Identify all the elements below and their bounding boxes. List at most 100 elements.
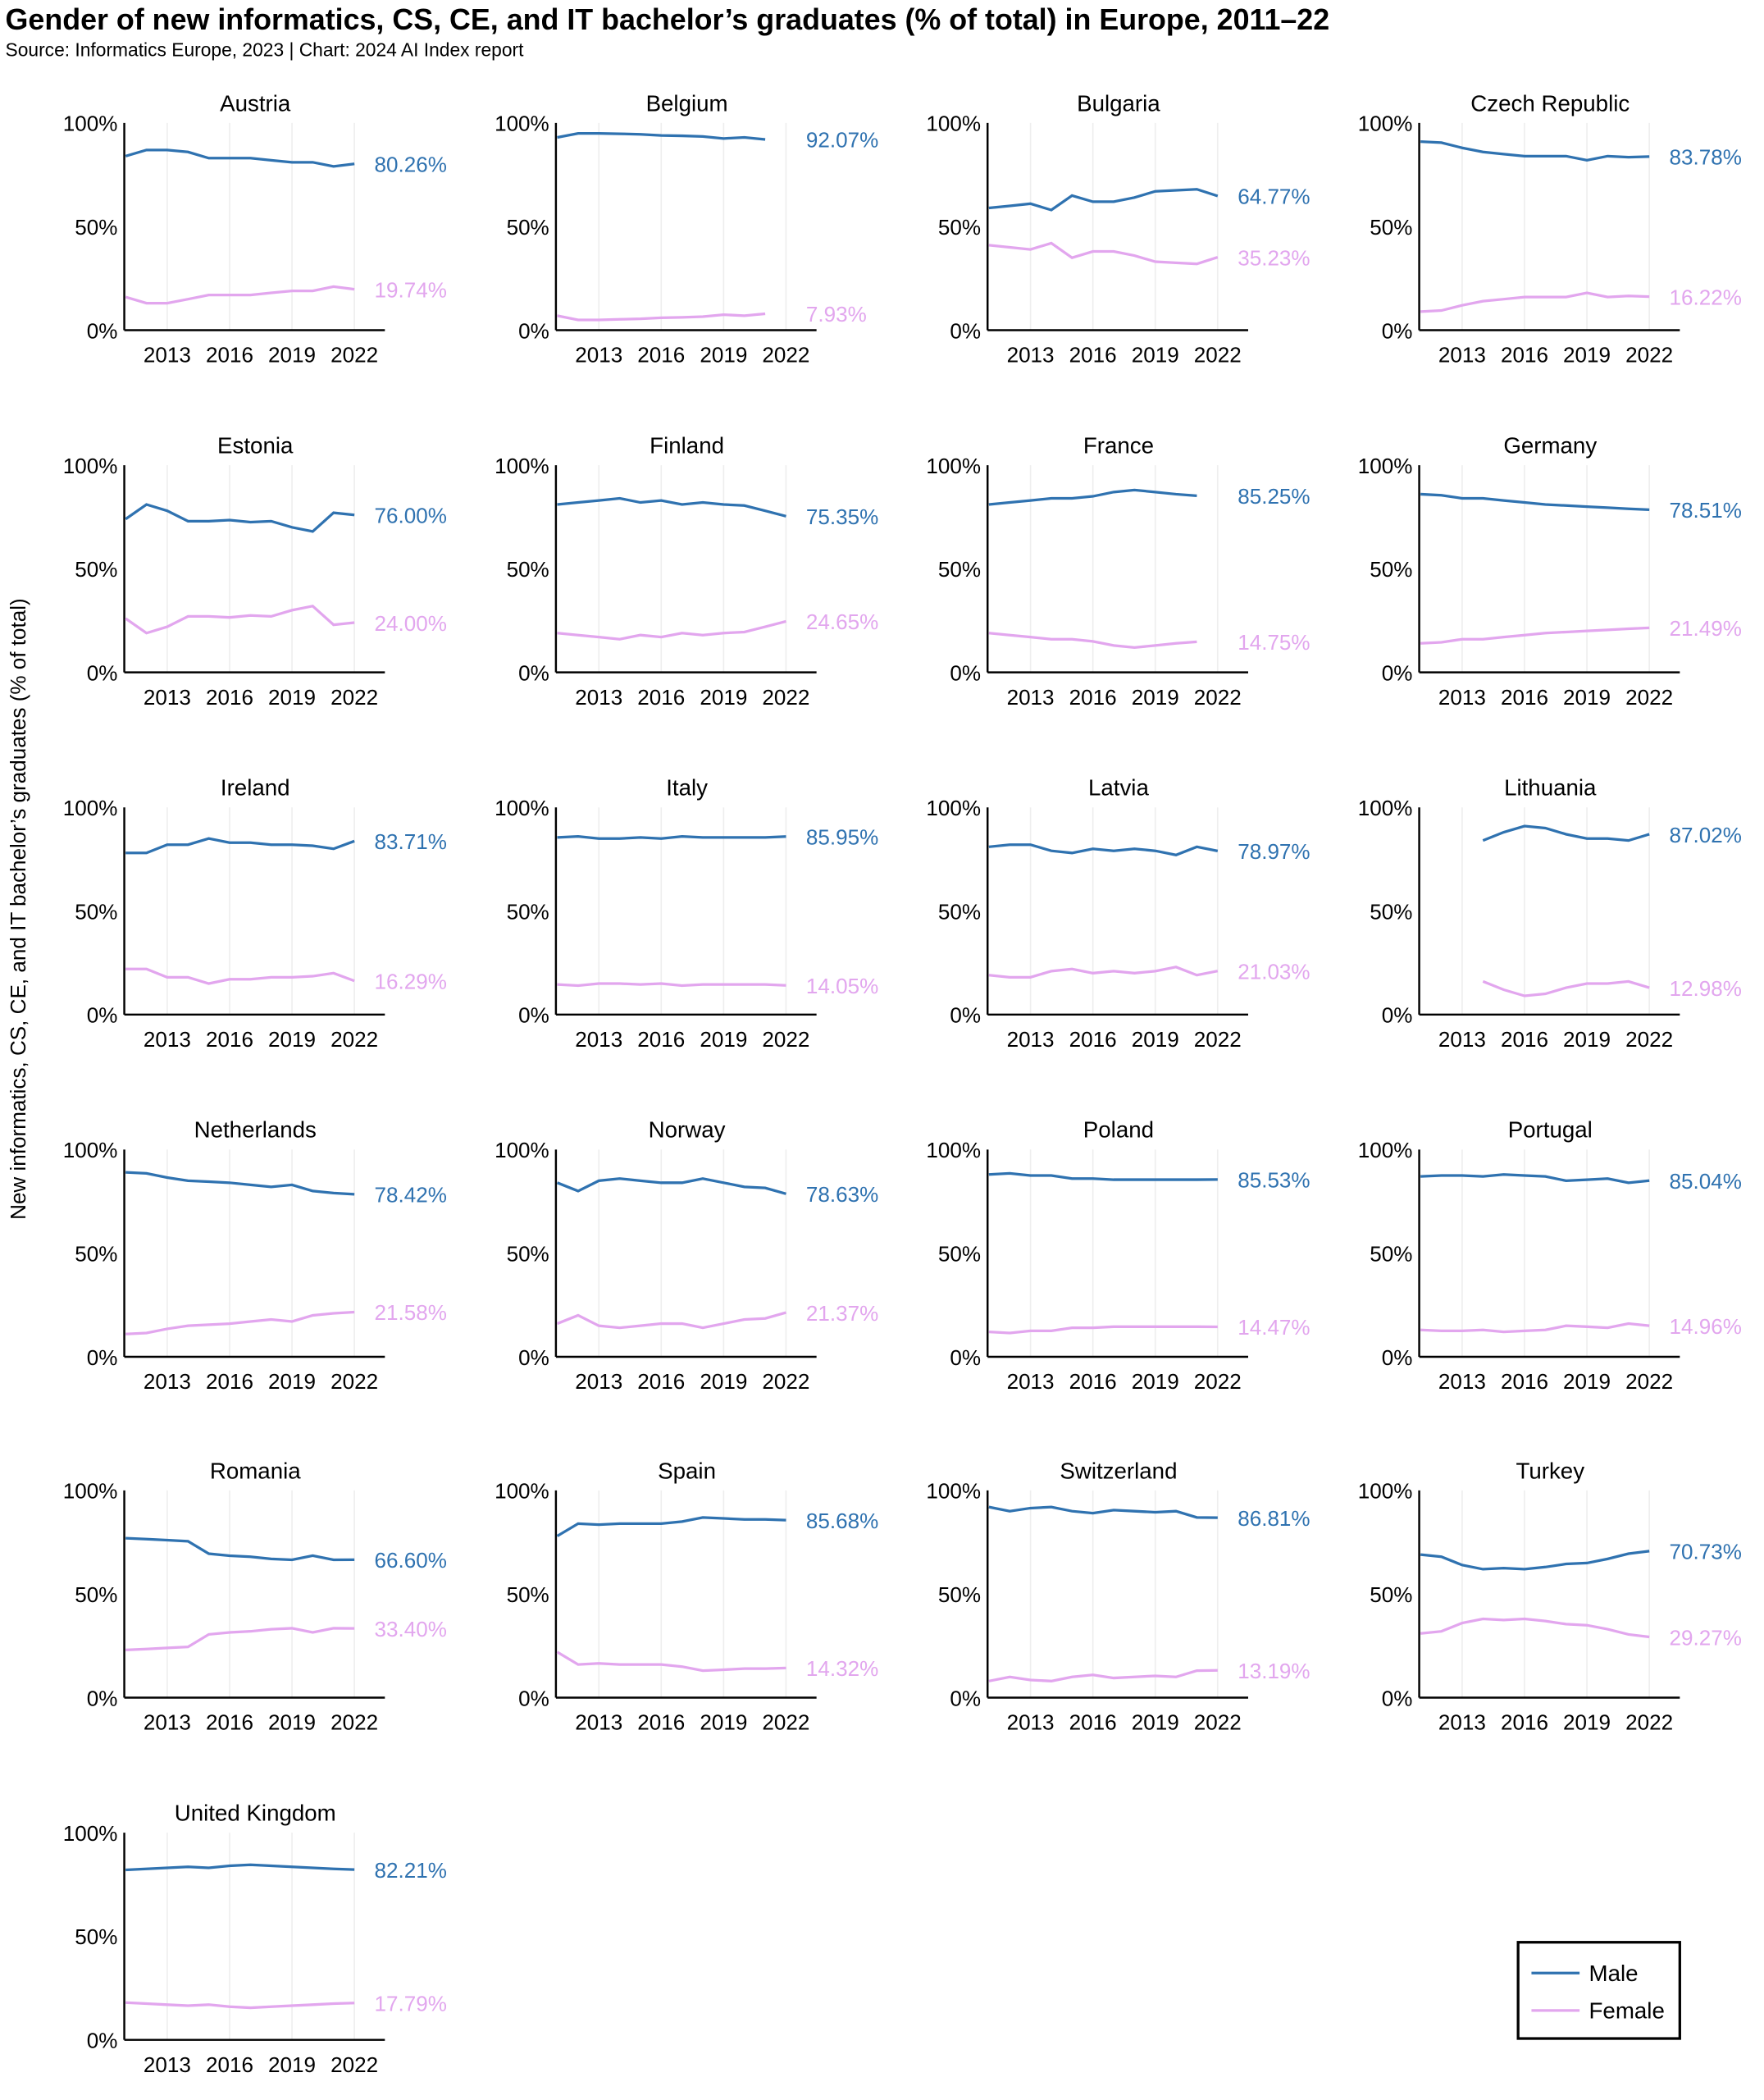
x-tick-label: 2013 (575, 343, 622, 368)
female-series-line (125, 967, 355, 985)
male-series-line (125, 148, 355, 168)
male-end-label: 66.60% (375, 1548, 447, 1573)
male-end-label: 75.35% (806, 504, 878, 529)
y-tick-label: 0% (87, 1686, 118, 1710)
y-tick-label: 50% (1370, 1241, 1412, 1266)
female-series-line (1420, 1322, 1650, 1334)
x-tick-label: 2016 (1501, 1710, 1548, 1735)
male-series-line (988, 188, 1219, 212)
x-tick-label: 2019 (700, 1710, 747, 1735)
male-end-label: 85.04% (1670, 1169, 1742, 1194)
x-tick-label: 2013 (144, 1710, 191, 1735)
legend-box (1516, 1941, 1681, 2040)
panel-title: Estonia (217, 432, 294, 458)
male-end-label: 82.21% (375, 1858, 447, 1883)
x-tick-label: 2022 (1194, 685, 1242, 710)
y-tick-label: 100% (926, 1138, 981, 1162)
y-tick-label: 100% (495, 454, 549, 478)
panel-title: Ireland (221, 775, 290, 801)
y-tick-label: 100% (1358, 1138, 1413, 1162)
x-tick-label: 2022 (1194, 1710, 1242, 1735)
x-tick-label: 2013 (144, 1027, 191, 1052)
female-series-line (988, 632, 1197, 649)
female-end-label: 12.98% (1670, 976, 1742, 1001)
y-tick-label: 0% (1382, 660, 1413, 685)
x-tick-label: 2022 (330, 2052, 378, 2077)
panel-netherlands: Netherlands 0% 50% 100% 2013 2016 2019 2022 78.4… (63, 1117, 447, 1394)
female-series-line (125, 1310, 355, 1335)
x-tick-label: 2016 (1069, 1710, 1117, 1735)
male-series-line (988, 1171, 1218, 1181)
y-tick-label: 50% (1370, 557, 1412, 582)
x-tick-label: 2016 (637, 1027, 685, 1052)
x-tick-label: 2013 (1438, 1027, 1486, 1052)
x-tick-label: 2019 (1563, 685, 1611, 710)
y-tick-label: 100% (1358, 796, 1413, 820)
male-end-label: 78.97% (1238, 839, 1310, 864)
y-tick-label: 0% (87, 660, 118, 685)
female-end-label: 21.03% (1238, 959, 1310, 984)
legend-female-label: Female (1589, 1998, 1665, 2024)
y-tick-label: 100% (495, 796, 549, 820)
x-tick-label: 2019 (268, 685, 316, 710)
female-end-label: 14.32% (806, 1656, 878, 1681)
y-tick-label: 0% (950, 318, 981, 343)
y-axis-label: New informatics, CS, CE, and IT bachelor… (6, 598, 30, 1220)
y-tick-label: 100% (926, 112, 981, 136)
x-tick-label: 2016 (1069, 1027, 1117, 1052)
x-tick-label: 2022 (330, 685, 378, 710)
female-series-line (125, 2001, 355, 2010)
x-tick-label: 2019 (268, 1710, 316, 1735)
female-series-line (556, 1311, 786, 1330)
female-series-line (1420, 291, 1650, 313)
y-tick-label: 50% (75, 1241, 117, 1266)
female-end-label: 16.29% (375, 969, 447, 993)
panel-title: Switzerland (1060, 1458, 1177, 1483)
x-tick-label: 2013 (575, 1710, 622, 1735)
y-tick-label: 100% (926, 454, 981, 478)
x-tick-label: 2019 (1563, 1710, 1611, 1735)
x-tick-label: 2022 (330, 1369, 378, 1394)
panel-czech-republic: Czech Republic 0% 50% 100% 2013 2016 2019 2022 8… (1358, 90, 1742, 367)
x-tick-label: 2022 (330, 1710, 378, 1735)
panel-norway: Norway 0% 50% 100% 2013 2016 2019 2022 78.63% 21.… (495, 1117, 878, 1394)
male-series-line (125, 503, 355, 533)
panel-title: Romania (210, 1458, 301, 1483)
x-tick-label: 2022 (1625, 343, 1673, 368)
y-tick-label: 50% (938, 557, 981, 582)
x-tick-label: 2019 (1132, 1369, 1179, 1394)
panel-portugal: Portugal 0% 50% 100% 2013 2016 2019 2022 85.04% 1… (1358, 1117, 1742, 1394)
panel-lithuania: Lithuania 0% 50% 100% 2013 2016 2019 2022 87.02%… (1358, 775, 1742, 1052)
female-end-label: 14.47% (1238, 1315, 1310, 1340)
x-tick-label: 2016 (1501, 1027, 1548, 1052)
panel-finland: Finland 0% 50% 100% 2013 2016 2019 2022 75.35% 24… (495, 432, 878, 709)
female-series-line (556, 1650, 786, 1673)
female-series-line (557, 312, 766, 322)
x-tick-label: 2013 (575, 1369, 622, 1394)
panel-title: Italy (666, 775, 708, 801)
panel-turkey: Turkey 0% 50% 100% 2013 2016 2019 2022 70.73% 29.… (1358, 1458, 1742, 1734)
male-end-label: 92.07% (806, 128, 878, 153)
female-series-line (988, 966, 1219, 979)
y-tick-label: 0% (1382, 1345, 1413, 1370)
x-tick-label: 2019 (268, 1369, 316, 1394)
x-tick-label: 2019 (1132, 685, 1179, 710)
legend-male-label: Male (1589, 1961, 1639, 1986)
y-tick-label: 100% (63, 1479, 118, 1504)
x-tick-label: 2016 (206, 2052, 253, 2077)
x-tick-label: 2019 (700, 1369, 747, 1394)
panel-title: Germany (1503, 432, 1597, 458)
x-tick-label: 2013 (144, 1369, 191, 1394)
female-end-label: 13.19% (1238, 1659, 1310, 1683)
panel-title: Poland (1083, 1117, 1154, 1143)
male-series-line (988, 843, 1219, 856)
x-tick-label: 2013 (1007, 685, 1055, 710)
male-end-label: 70.73% (1670, 1540, 1742, 1564)
y-tick-label: 100% (1358, 454, 1413, 478)
y-tick-label: 100% (495, 112, 549, 136)
panel-title: Latvia (1088, 775, 1149, 801)
panel-austria: Austria 0% 50% 100% 2013 2016 2019 2022 80.26% 19… (63, 90, 447, 367)
panel-title: Spain (658, 1458, 716, 1483)
x-tick-label: 2016 (1069, 685, 1117, 710)
y-tick-label: 100% (63, 796, 118, 820)
